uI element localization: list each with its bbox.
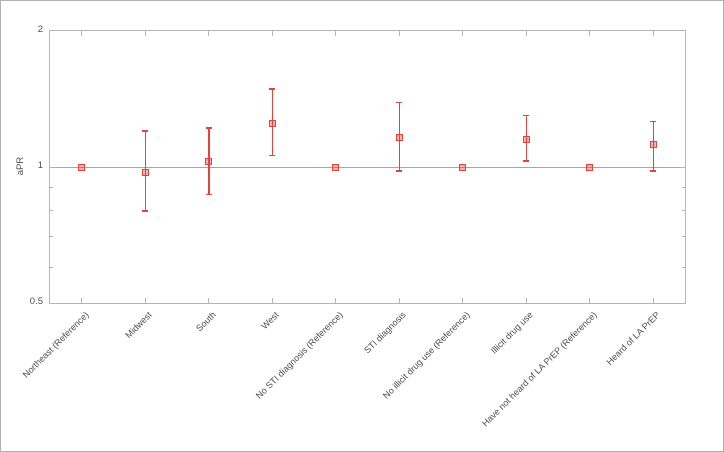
error-bar-cap-top — [650, 120, 657, 123]
y-major-tick — [50, 166, 55, 168]
y-minor-tick — [50, 210, 53, 212]
x-tick — [144, 31, 146, 36]
y-minor-tick — [50, 187, 53, 189]
error-bar-cap-bottom — [523, 160, 530, 162]
data-point-marker — [586, 163, 594, 171]
data-point-marker — [395, 134, 403, 142]
data-point-marker — [459, 163, 467, 171]
x-tick — [335, 298, 337, 303]
x-tick — [652, 298, 654, 303]
x-tick — [525, 298, 527, 303]
y-minor-tick — [682, 187, 685, 189]
x-tick — [525, 31, 527, 36]
x-tick — [81, 298, 83, 303]
error-bar-cap-bottom — [650, 170, 657, 172]
error-bar-cap-top — [269, 88, 276, 90]
data-point-marker — [205, 157, 213, 165]
y-minor-tick — [50, 266, 53, 268]
error-bar — [144, 131, 146, 211]
error-bar-cap-top — [396, 101, 403, 104]
error-bar-cap-bottom — [269, 154, 276, 157]
data-point-marker — [78, 163, 86, 171]
error-bar-cap-top — [205, 127, 212, 129]
x-tick — [208, 31, 210, 36]
data-point-marker — [141, 169, 149, 177]
data-point-marker — [268, 119, 276, 127]
x-tick — [652, 31, 654, 36]
x-tick — [589, 31, 591, 36]
x-tick — [271, 31, 273, 36]
error-bar — [271, 88, 273, 156]
x-tick — [208, 298, 210, 303]
data-point-marker — [332, 163, 340, 171]
y-major-tick — [680, 166, 685, 168]
x-tick — [271, 298, 273, 303]
x-tick — [144, 298, 146, 303]
y-tick-label: 0.5 — [29, 296, 43, 307]
y-tick-label: 1 — [37, 160, 43, 171]
y-tick-label: 2 — [37, 24, 43, 35]
data-point-marker — [522, 136, 530, 144]
error-bar-cap-bottom — [396, 170, 403, 172]
error-bar — [525, 115, 527, 162]
plot-area — [49, 30, 686, 304]
x-tick — [398, 31, 400, 36]
reference-line — [50, 166, 685, 168]
y-minor-tick — [682, 236, 685, 238]
x-tick — [335, 31, 337, 36]
error-bar-cap-top — [142, 130, 149, 132]
error-bar-cap-bottom — [142, 210, 149, 212]
x-tick — [462, 31, 464, 36]
y-minor-tick — [682, 210, 685, 212]
x-tick — [589, 298, 591, 303]
error-bar — [398, 102, 400, 171]
error-bar — [208, 127, 210, 195]
x-tick — [398, 298, 400, 303]
y-minor-tick — [50, 236, 53, 238]
data-point-marker — [649, 141, 657, 149]
x-tick — [81, 31, 83, 36]
y-minor-tick — [682, 266, 685, 268]
error-bar-cap-bottom — [205, 193, 212, 196]
error-bar-cap-top — [523, 114, 530, 117]
error-bar — [652, 121, 654, 171]
x-tick — [462, 298, 464, 303]
